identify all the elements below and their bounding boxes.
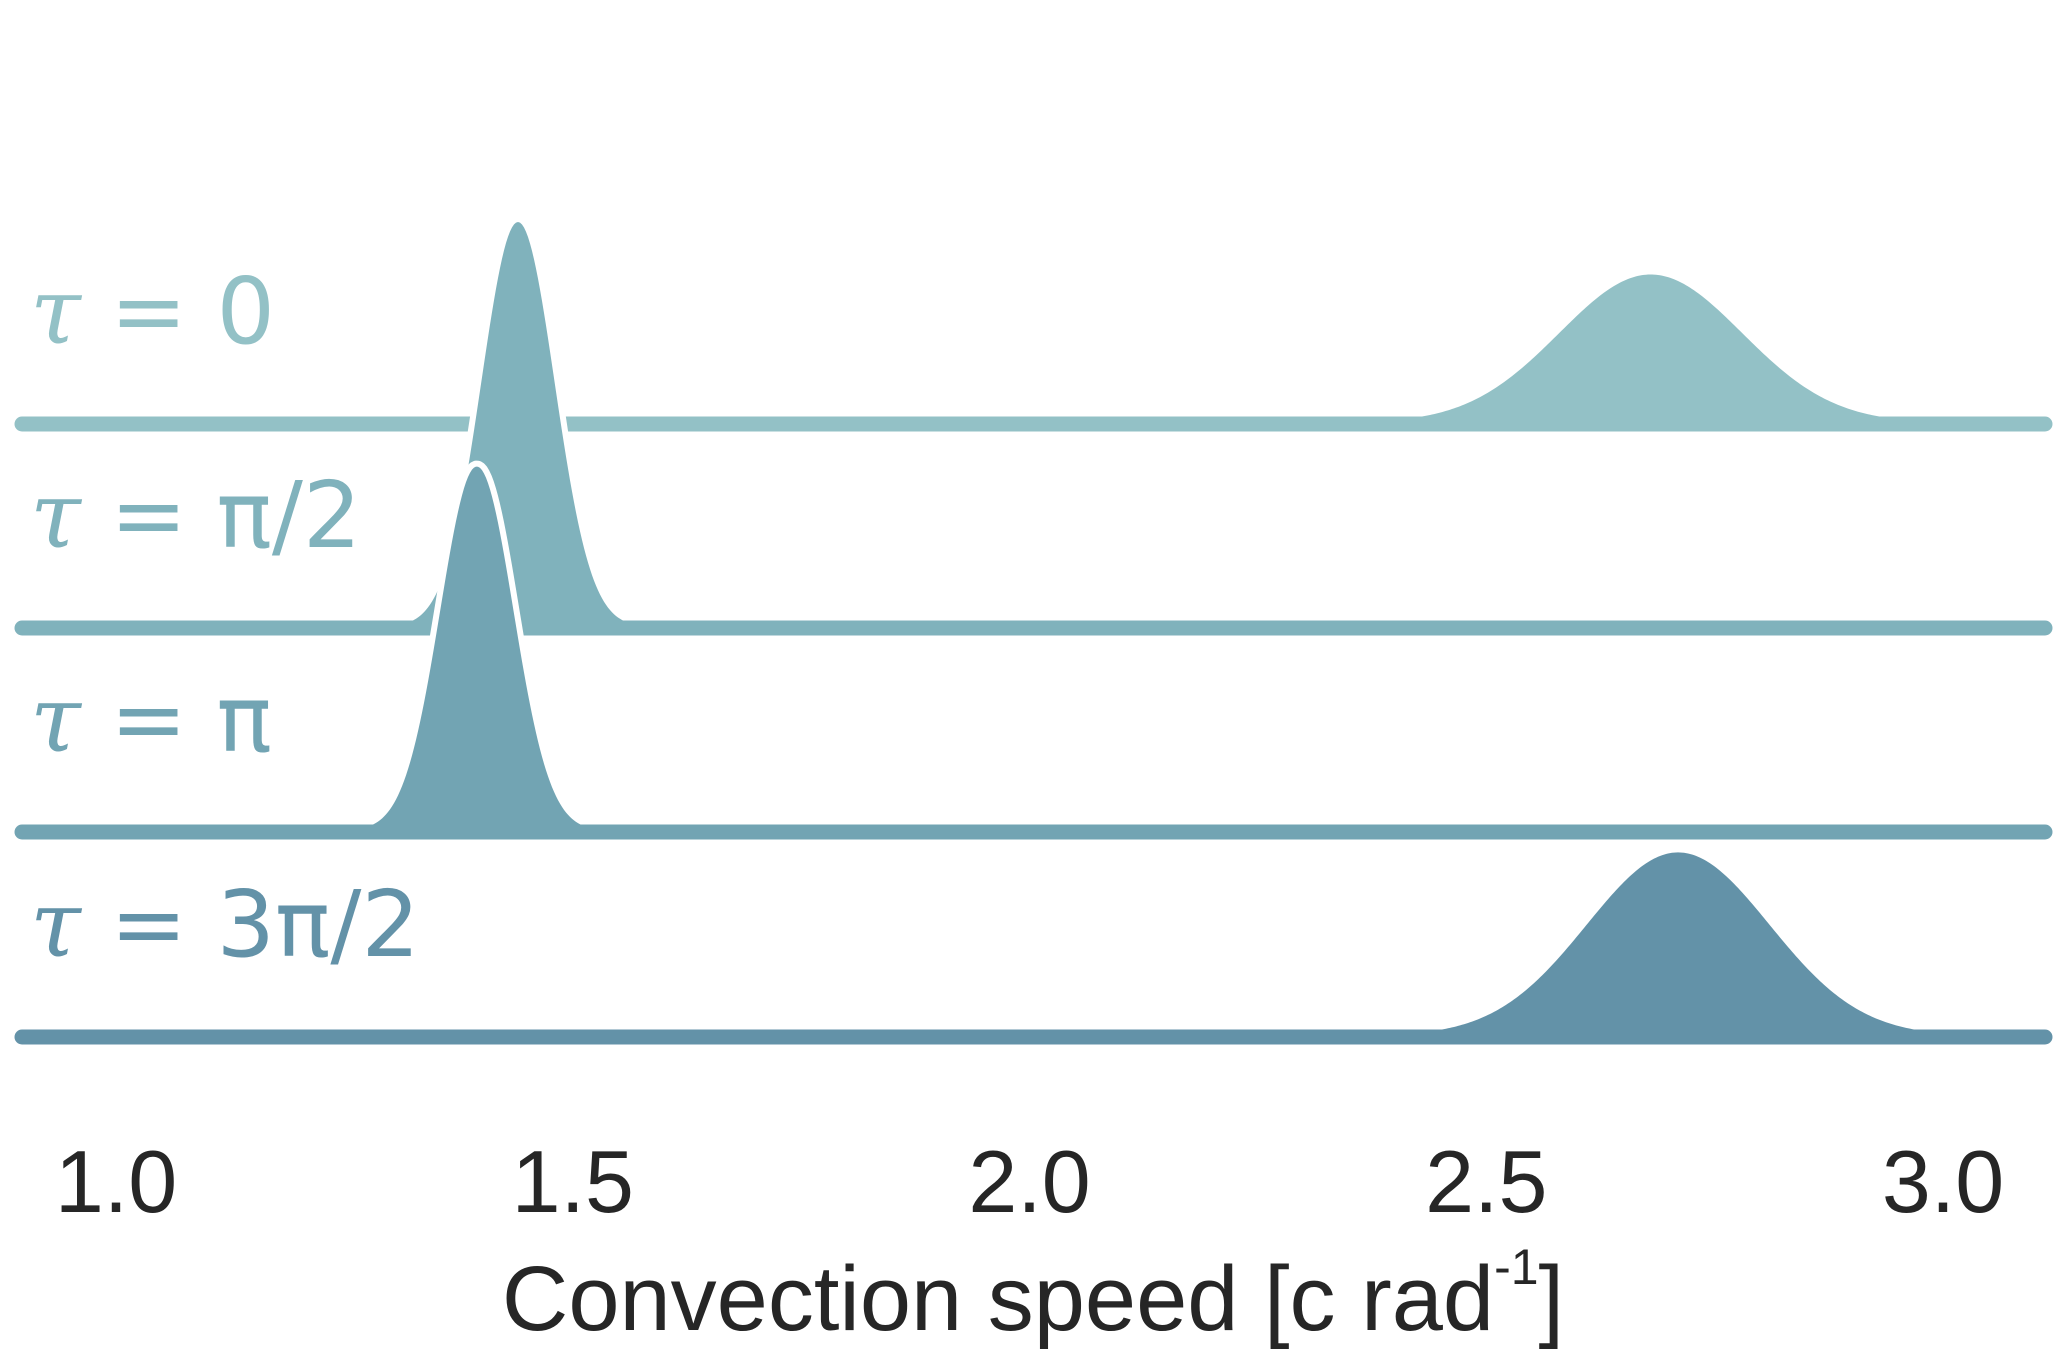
x-axis-title-main: Convection speed [c rad xyxy=(502,1248,1494,1350)
row-label-1: τ = π/2 xyxy=(30,462,361,569)
x-tick-label: 3.0 xyxy=(1882,1132,2004,1231)
x-axis-title-superscript: -1 xyxy=(1494,1239,1538,1295)
x-tick-label: 2.5 xyxy=(1425,1132,1547,1231)
ridge-area-2 xyxy=(22,466,2045,831)
ridge-area-1 xyxy=(22,222,2045,627)
ridge-area-3 xyxy=(22,852,2045,1036)
ridge-area-0 xyxy=(22,274,2045,423)
row-labels: τ = 0 τ = π/2 τ = π τ = 3π/2 xyxy=(30,258,420,978)
ridge-row-1 xyxy=(14,216,2053,636)
row-label-2: τ = π xyxy=(30,666,272,773)
x-axis-title: Convection speed [c rad-1] xyxy=(502,1239,1564,1350)
x-tick-label: 1.0 xyxy=(55,1132,177,1231)
row-label-0: τ = 0 xyxy=(30,258,275,365)
ridge-row-0 xyxy=(14,268,2053,432)
x-axis-ticks: 1.0 1.5 2.0 2.5 3.0 xyxy=(55,1132,2004,1231)
ridges-layer xyxy=(14,216,2053,1045)
row-label-3: τ = 3π/2 xyxy=(30,871,420,978)
ridge-row-3 xyxy=(14,846,2053,1045)
x-tick-label: 2.0 xyxy=(968,1132,1090,1231)
x-tick-label: 1.5 xyxy=(512,1132,634,1231)
x-axis-title-close: ] xyxy=(1539,1248,1565,1350)
ridge-row-2 xyxy=(14,460,2053,840)
